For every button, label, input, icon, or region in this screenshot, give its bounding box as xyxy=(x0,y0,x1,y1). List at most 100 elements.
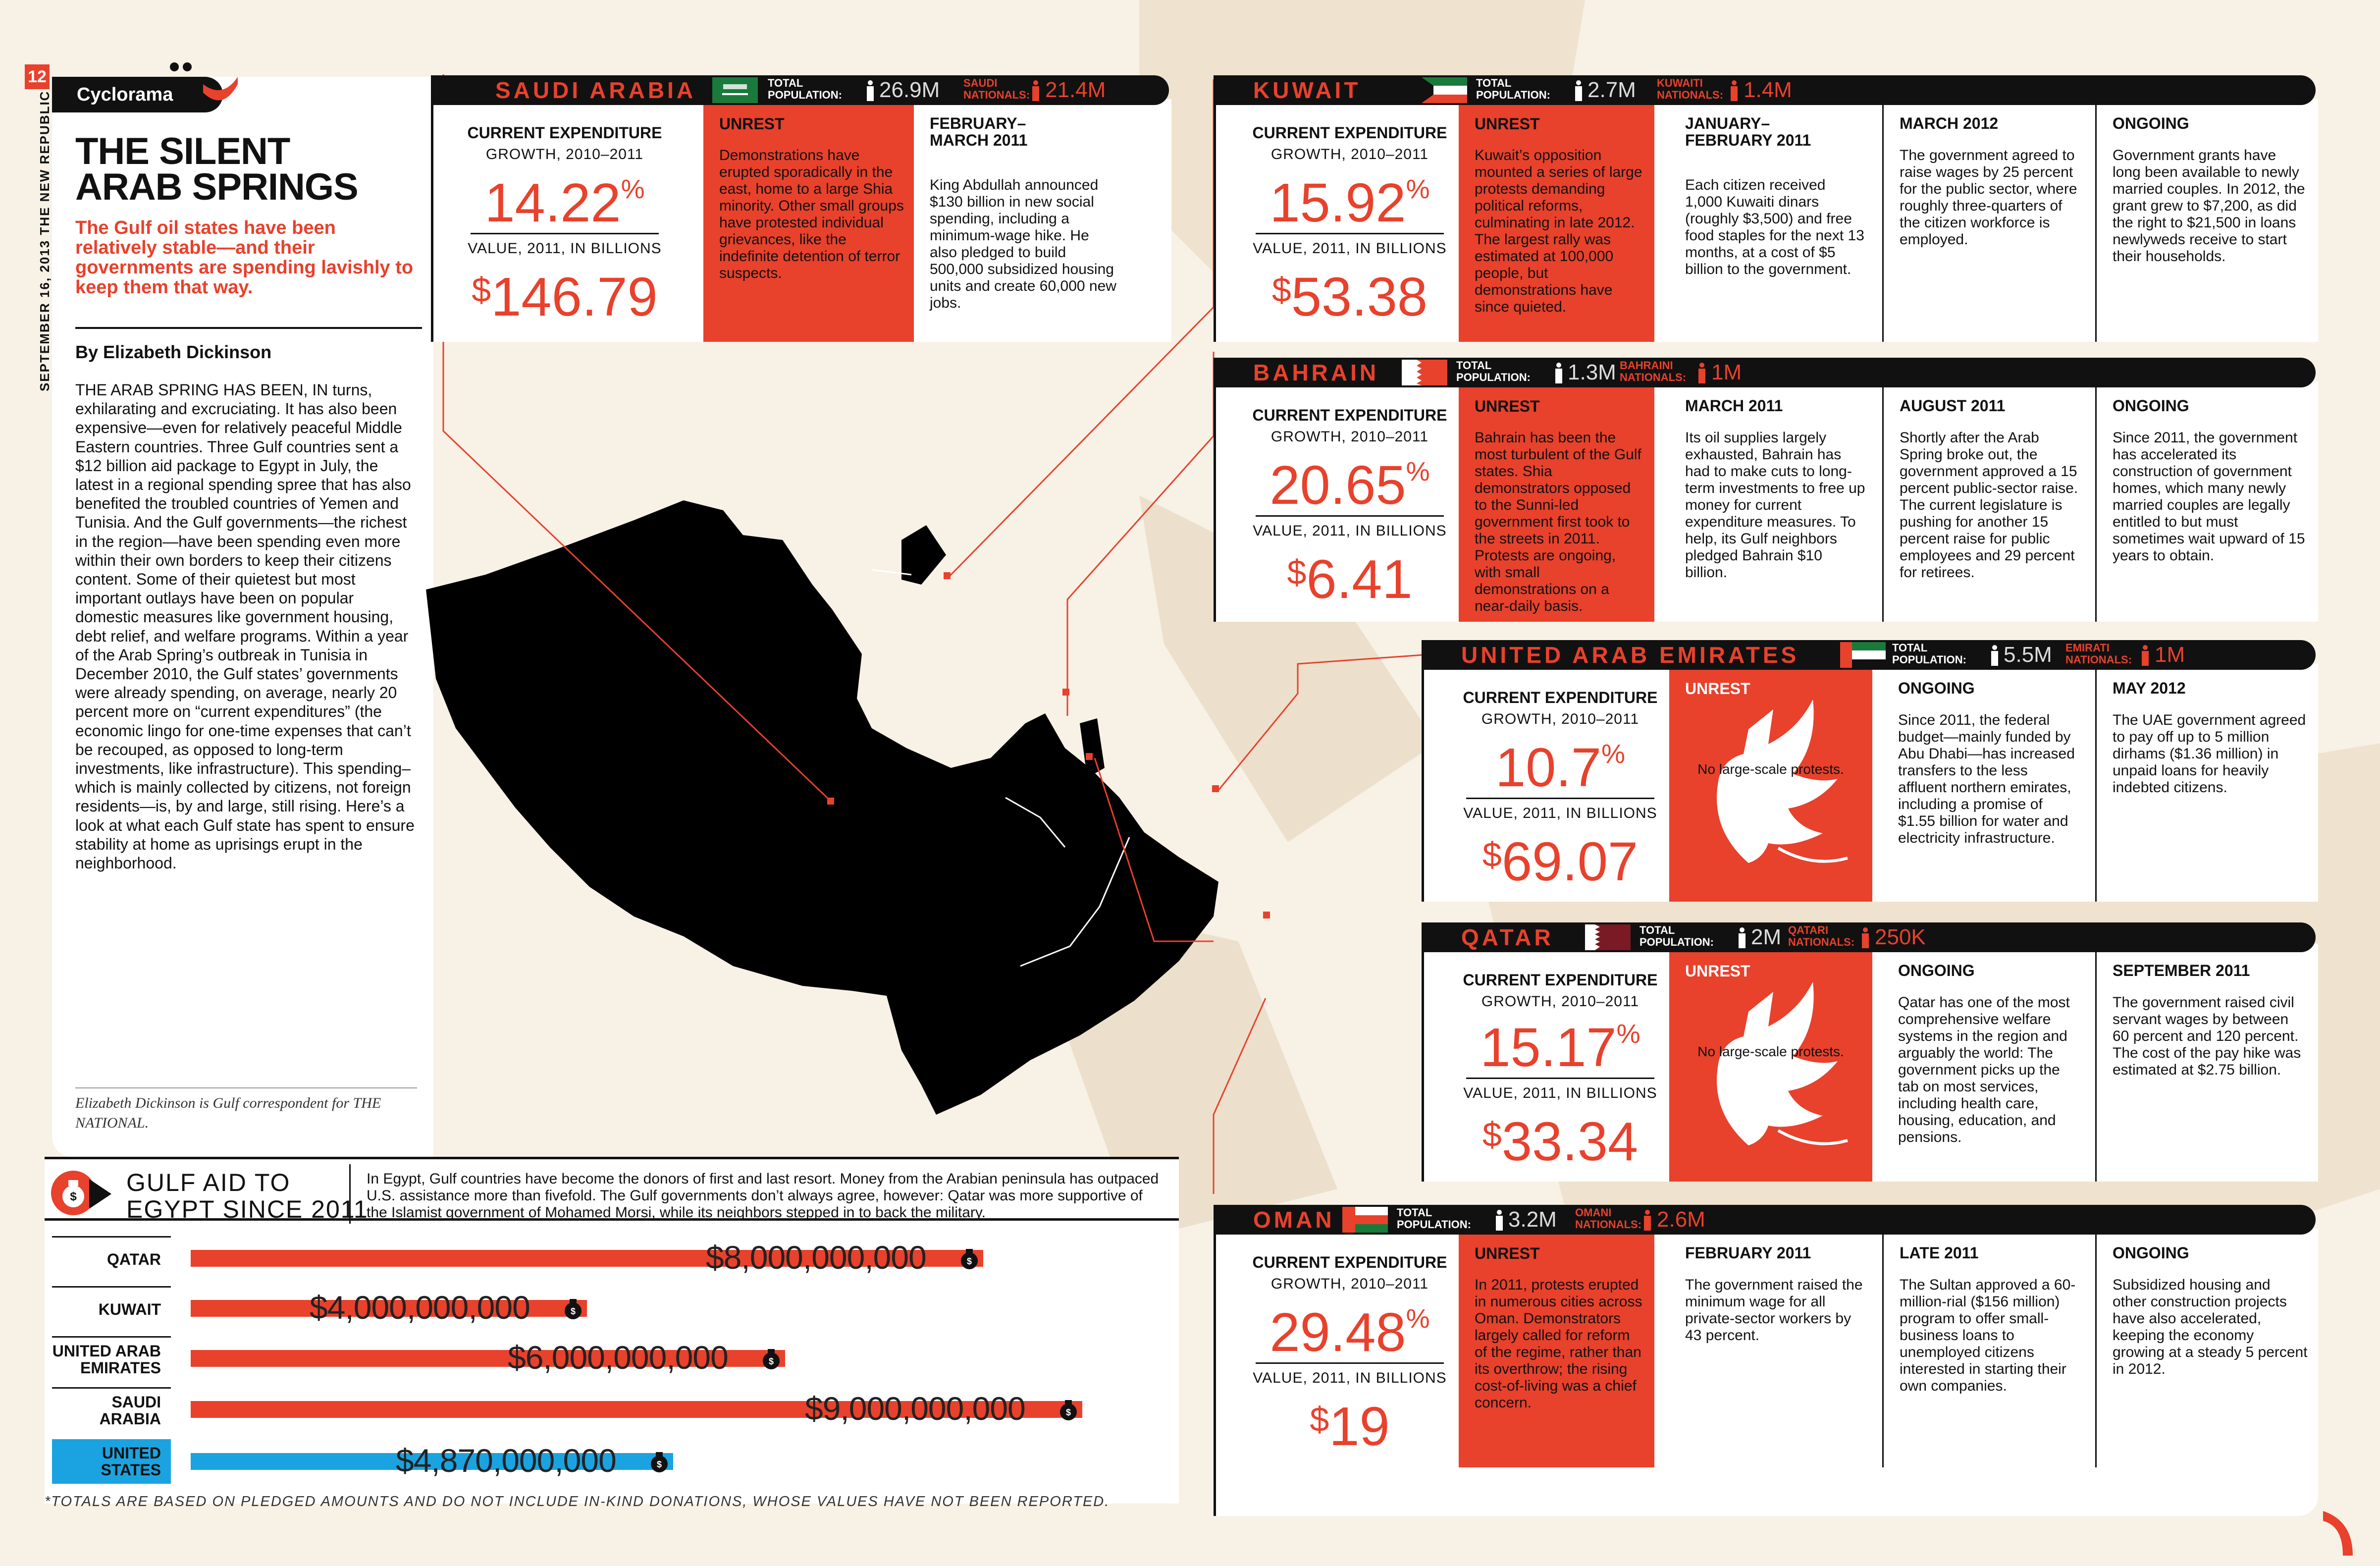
percent-sign: % xyxy=(1406,1304,1430,1334)
unrest-qatar: UNREST No large-scale protests. xyxy=(1669,952,1872,1182)
byline: By Elizabeth Dickinson xyxy=(75,342,272,362)
unrest-text: Demonstrations have erupted sporadically… xyxy=(719,147,904,281)
percent-sign: % xyxy=(621,174,645,204)
col-oman-3: ONGOING Subsidized housing and other cons… xyxy=(2095,1235,2315,1467)
person-icon xyxy=(1991,645,1998,666)
person-icon xyxy=(2142,645,2149,666)
population-saudi: 26.9M xyxy=(879,78,940,102)
person-icon xyxy=(1739,927,1745,948)
unrest-label: UNREST xyxy=(1475,1244,1540,1262)
body-text: turns, exhilarating and excruciating. It… xyxy=(75,381,415,872)
col-oman-2: LATE 2011 The Sultan approved a 60-millio… xyxy=(1882,1235,2087,1467)
exp-heading-oman: CURRENT EXPENDITURE xyxy=(1252,1253,1447,1271)
headline-line-1: THE SILENT xyxy=(75,130,290,172)
aid-row-label: UNITED STATES xyxy=(52,1439,171,1484)
nationals-label-1: OMANI xyxy=(1575,1206,1612,1219)
dollar-sign: $ xyxy=(1310,1400,1329,1439)
nationals-label-oman: OMANI NATIONALS: xyxy=(1575,1207,1641,1231)
growth-value: 10.7 xyxy=(1495,737,1602,798)
population-uae: 5.5M xyxy=(2004,643,2052,667)
flag-saudi-icon xyxy=(712,77,758,103)
label-population: POPULATION: xyxy=(1640,936,1714,948)
divider xyxy=(1466,1078,1654,1079)
kuwait-shape xyxy=(901,525,946,585)
col-title: ONGOING xyxy=(2113,1244,2189,1262)
money-bag-icon: $ xyxy=(1060,1400,1077,1420)
label-population: POPULATION: xyxy=(1892,653,1966,666)
person-icon xyxy=(1644,1210,1651,1231)
col-text: The government raised civil servant wage… xyxy=(2113,994,2301,1078)
value-label-bahrain: VALUE, 2011, IN BILLIONS xyxy=(1253,523,1447,539)
section-tab: Cyclorama xyxy=(52,77,223,112)
country-name-uae: UNITED ARAB EMIRATES xyxy=(1461,642,1799,668)
unrest-label: UNREST xyxy=(1685,962,1750,980)
percent-sign: % xyxy=(1601,739,1626,769)
aid-row-label: QATAR xyxy=(52,1236,171,1281)
aid-row: UNITED ARAB EMIRATES $6,000,000,000 $ xyxy=(52,1336,1176,1381)
label-total: TOTAL xyxy=(1892,642,1928,654)
unrest-saudi: UNREST Demonstrations have erupted sporad… xyxy=(703,105,914,342)
nationals-label-uae: EMIRATI NATIONALS: xyxy=(2065,642,2132,666)
aid-row: QATAR $8,000,000,000 $ xyxy=(52,1236,1176,1281)
col-title: FEBRUARY– MARCH 2011 xyxy=(930,114,1028,149)
aid-footnote: *TOTALS ARE BASED ON PLEDGED AMOUNTS AND… xyxy=(45,1494,1110,1510)
unrest-uae: UNREST No large-scale protests. xyxy=(1669,670,1872,902)
col-text: King Abdullah announced $130 billion in … xyxy=(930,177,1116,311)
nationals-label-bahrain: BAHRAINI NATIONALS: xyxy=(1620,360,1686,383)
aid-description: In Egypt, Gulf countries have become the… xyxy=(367,1171,1159,1221)
unrest-label: UNREST xyxy=(719,115,785,133)
label-total: TOTAL xyxy=(1397,1206,1432,1219)
col-bahrain-3: ONGOING Since 2011, the government has ac… xyxy=(2095,387,2315,622)
exp-heading-uae: CURRENT EXPENDITURE xyxy=(1463,689,1658,706)
col-title: ONGOING xyxy=(2113,114,2189,132)
label-population: POPULATION: xyxy=(1476,89,1550,101)
label-total: TOTAL xyxy=(1640,924,1675,936)
population-bahrain: 1.3M xyxy=(1568,360,1616,384)
col-title: LATE 2011 xyxy=(1900,1244,1979,1262)
aid-row: UNITED STATES $4,870,000,000 $ xyxy=(52,1439,1176,1484)
growth-label-saudi: GROWTH, 2010–2011 xyxy=(485,146,644,162)
col-text: The government raised the minimum wage f… xyxy=(1685,1277,1863,1344)
dollar-sign: $ xyxy=(472,270,491,309)
population-kuwait: 2.7M xyxy=(1587,78,1636,102)
col-title: SEPTEMBER 2011 xyxy=(2113,962,2250,979)
col-title: ONGOING xyxy=(1898,962,1975,979)
percent-sign: % xyxy=(1406,457,1430,486)
exp-heading-saudi: CURRENT EXPENDITURE xyxy=(467,124,662,142)
growth-uae: 10.7% xyxy=(1459,741,1662,795)
growth-kuwait: 15.92% xyxy=(1248,176,1451,230)
percent-sign: % xyxy=(1616,1019,1640,1049)
growth-value: 15.92 xyxy=(1269,172,1406,233)
svg-text:$: $ xyxy=(769,1356,774,1366)
svg-text:$: $ xyxy=(657,1459,662,1469)
value-number: 19 xyxy=(1329,1396,1390,1457)
col-title: MAY 2012 xyxy=(2113,679,2186,697)
aid-bar xyxy=(191,1401,1082,1418)
country-name-qatar: QATAR xyxy=(1461,924,1554,950)
dove-icon xyxy=(1717,982,1848,1145)
value-saudi: $146.79 xyxy=(463,270,666,324)
nationals-qatar: 250K xyxy=(1875,925,1926,949)
article-body: The Arab Spring has been, in turns, exhi… xyxy=(75,380,417,872)
panel-kuwait xyxy=(1214,99,2318,342)
growth-value: 15.17 xyxy=(1480,1017,1617,1078)
value-number: 146.79 xyxy=(491,267,658,327)
col-uae-1: ONGOING Since 2011, the federal budget—ma… xyxy=(1882,670,2085,902)
total-population-label: TOTAL POPULATION: xyxy=(1892,642,1966,666)
aid-panel xyxy=(45,1157,1179,1504)
money-bag-icon: $ xyxy=(51,1171,111,1215)
col-saudi-1: FEBRUARY– MARCH 2011 King Abdullah announ… xyxy=(914,105,1127,342)
unrest-label: UNREST xyxy=(1685,680,1750,698)
headline: THE SILENT ARAB SPRINGS xyxy=(75,130,432,206)
total-population-label: TOTAL POPULATION: xyxy=(1640,924,1714,948)
person-icon xyxy=(1731,80,1738,101)
nationals-oman: 2.6M xyxy=(1657,1207,1705,1232)
col-bahrain-2: AUGUST 2011 Shortly after the Arab Spring… xyxy=(1882,387,2087,622)
total-population-label: TOTAL POPULATION: xyxy=(1476,77,1550,101)
nationals-label-1: QATARI xyxy=(1788,924,1829,936)
col-oman-1: FEBRUARY 2011 The government raised the m… xyxy=(1669,1235,1872,1467)
aid-header-frame xyxy=(45,1157,1179,1221)
nationals-uae: 1M xyxy=(2155,643,2185,667)
label-population: POPULATION: xyxy=(768,89,842,101)
article-panel xyxy=(52,77,433,1157)
